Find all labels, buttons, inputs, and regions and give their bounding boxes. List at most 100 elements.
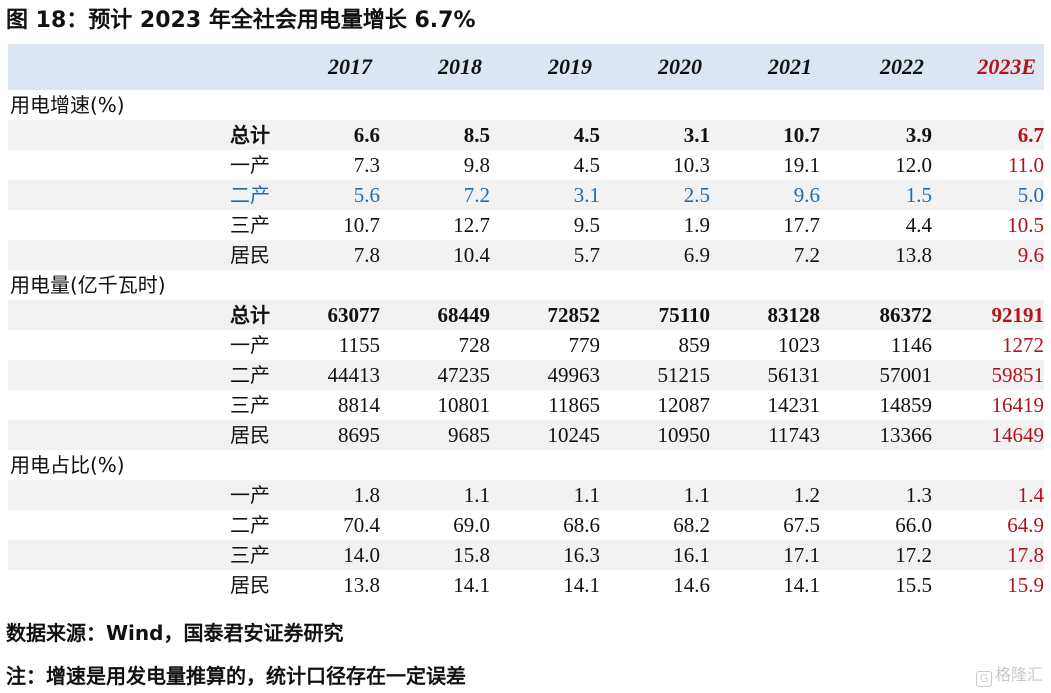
value-cell: 69.0	[380, 510, 490, 540]
row-label: 一产	[8, 330, 270, 360]
value-cell: 17.2	[820, 540, 932, 570]
value-cell: 3.1	[490, 180, 600, 210]
value-cell: 44413	[270, 360, 380, 390]
estimate-cell: 5.0	[932, 180, 1044, 210]
value-cell: 11743	[710, 420, 820, 450]
estimate-cell: 11.0	[932, 150, 1044, 180]
table-row: 一产 7.3 9.8 4.5 10.3 19.1 12.0 11.0	[8, 150, 1044, 180]
value-cell: 1.1	[490, 480, 600, 510]
table-row: 一产 1.8 1.1 1.1 1.1 1.2 1.3 1.4	[8, 480, 1044, 510]
value-cell: 10.7	[710, 120, 820, 150]
value-cell: 1.3	[820, 480, 932, 510]
value-cell: 19.1	[710, 150, 820, 180]
value-cell: 4.4	[820, 210, 932, 240]
row-label: 二产	[8, 510, 270, 540]
value-cell: 859	[600, 330, 710, 360]
value-cell: 51215	[600, 360, 710, 390]
row-label: 二产	[8, 360, 270, 390]
value-cell: 47235	[380, 360, 490, 390]
value-cell: 7.3	[270, 150, 380, 180]
value-cell: 10.3	[600, 150, 710, 180]
value-cell: 13366	[820, 420, 932, 450]
value-cell: 68.6	[490, 510, 600, 540]
estimate-cell: 64.9	[932, 510, 1044, 540]
table-row: 一产 1155 728 779 859 1023 1146 1272	[8, 330, 1044, 360]
value-cell: 9.8	[380, 150, 490, 180]
section-header-row: 用电占比(%)	[8, 450, 1044, 480]
value-cell: 57001	[820, 360, 932, 390]
value-cell: 7.2	[710, 240, 820, 270]
value-cell: 8814	[270, 390, 380, 420]
value-cell: 10.4	[380, 240, 490, 270]
estimate-cell: 6.7	[932, 120, 1044, 150]
table-row: 三产 10.7 12.7 9.5 1.9 17.7 4.4 10.5	[8, 210, 1044, 240]
watermark-text: 格隆汇	[994, 665, 1043, 684]
value-cell: 1.8	[270, 480, 380, 510]
value-cell: 15.8	[380, 540, 490, 570]
value-cell: 12.7	[380, 210, 490, 240]
value-cell: 11865	[490, 390, 600, 420]
section-label: 用电量(亿千瓦时)	[8, 270, 1044, 300]
value-cell: 3.9	[820, 120, 932, 150]
estimate-cell: 16419	[932, 390, 1044, 420]
value-cell: 70.4	[270, 510, 380, 540]
value-cell: 17.7	[710, 210, 820, 240]
value-cell: 5.7	[490, 240, 600, 270]
value-cell: 14.1	[380, 570, 490, 600]
row-label: 三产	[8, 210, 270, 240]
value-cell: 12087	[600, 390, 710, 420]
value-cell: 14.6	[600, 570, 710, 600]
table-row: 二产 44413 47235 49963 51215 56131 57001 59851	[8, 360, 1044, 390]
value-cell: 14.0	[270, 540, 380, 570]
value-cell: 56131	[710, 360, 820, 390]
value-cell: 1.2	[710, 480, 820, 510]
section-label: 用电占比(%)	[8, 450, 1044, 480]
source-note: 数据来源：Wind，国泰君安证券研究	[6, 621, 344, 645]
footnote: 注：增速是用发电量推算的，统计口径存在一定误差	[6, 664, 466, 688]
row-label: 总计	[8, 120, 270, 150]
table-row: 居民 8695 9685 10245 10950 11743 13366 14649	[8, 420, 1044, 450]
year-header: 2018	[380, 44, 490, 90]
value-cell: 4.5	[490, 150, 600, 180]
value-cell: 8.5	[380, 120, 490, 150]
value-cell: 15.5	[820, 570, 932, 600]
value-cell: 68.2	[600, 510, 710, 540]
header-row: 2017 2018 2019 2020 2021 2022 2023E	[8, 44, 1044, 90]
value-cell: 67.5	[710, 510, 820, 540]
value-cell: 728	[380, 330, 490, 360]
value-cell: 14859	[820, 390, 932, 420]
value-cell: 1.5	[820, 180, 932, 210]
estimate-cell: 9.6	[932, 240, 1044, 270]
row-label: 总计	[8, 300, 270, 330]
value-cell: 12.0	[820, 150, 932, 180]
value-cell: 14.1	[710, 570, 820, 600]
value-cell: 4.5	[490, 120, 600, 150]
table-row: 三产 8814 10801 11865 12087 14231 14859 16419	[8, 390, 1044, 420]
year-header: 2021	[710, 44, 820, 90]
value-cell: 7.2	[380, 180, 490, 210]
section-label: 用电增速(%)	[8, 90, 1044, 120]
estimate-cell: 17.8	[932, 540, 1044, 570]
value-cell: 10950	[600, 420, 710, 450]
estimate-cell: 15.9	[932, 570, 1044, 600]
value-cell: 10801	[380, 390, 490, 420]
row-label: 三产	[8, 540, 270, 570]
table-row: 总计 63077 68449 72852 75110 83128 86372 92191	[8, 300, 1044, 330]
value-cell: 1155	[270, 330, 380, 360]
value-cell: 2.5	[600, 180, 710, 210]
page-title: 图 18：预计 2023 年全社会用电量增长 6.7%	[6, 8, 476, 33]
value-cell: 1146	[820, 330, 932, 360]
table-row: 二产 5.6 7.2 3.1 2.5 9.6 1.5 5.0	[8, 180, 1044, 210]
value-cell: 66.0	[820, 510, 932, 540]
value-cell: 1.1	[600, 480, 710, 510]
value-cell: 86372	[820, 300, 932, 330]
value-cell: 1.1	[380, 480, 490, 510]
table-body: 2017 2018 2019 2020 2021 2022 2023E 用电增速…	[8, 44, 1044, 600]
value-cell: 72852	[490, 300, 600, 330]
value-cell: 9.6	[710, 180, 820, 210]
row-label: 一产	[8, 150, 270, 180]
electricity-table: 2017 2018 2019 2020 2021 2022 2023E 用电增速…	[8, 44, 1044, 600]
estimate-cell: 1.4	[932, 480, 1044, 510]
value-cell: 10.7	[270, 210, 380, 240]
value-cell: 6.6	[270, 120, 380, 150]
